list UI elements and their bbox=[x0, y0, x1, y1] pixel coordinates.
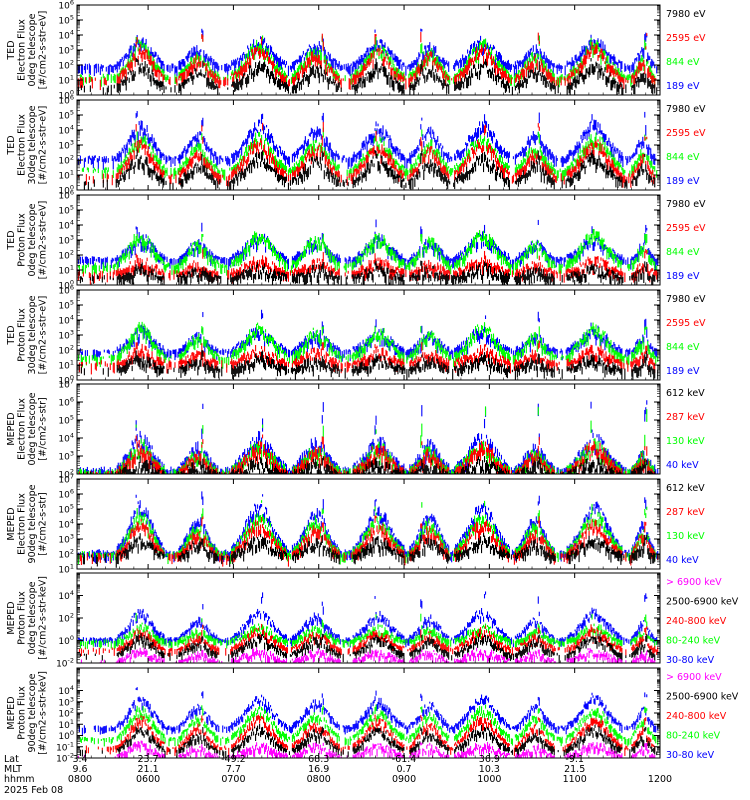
y-tick-label: 100 bbox=[58, 89, 74, 102]
legend-entry: 2595 eV bbox=[666, 128, 706, 139]
y-tick-label: 104 bbox=[58, 29, 74, 42]
y-tick-label: 102 bbox=[58, 154, 74, 167]
y-tick-label: 105 bbox=[58, 109, 74, 122]
y-tick-label: 101 bbox=[58, 169, 74, 182]
y-axis-label-line: TED bbox=[6, 40, 17, 60]
y-axis-label-line: [#/cm2-s-str-eV] bbox=[38, 106, 49, 185]
legend-entry: 2595 eV bbox=[666, 33, 706, 44]
y-tick-label: 102 bbox=[58, 59, 74, 72]
series-trace bbox=[77, 111, 657, 170]
series-trace bbox=[83, 149, 656, 190]
y-tick-label: 101 bbox=[58, 74, 74, 87]
y-tick-label: 106 bbox=[58, 94, 74, 107]
legend-entry: 844 eV bbox=[666, 57, 700, 68]
legend-entry: 7980 eV bbox=[666, 104, 706, 115]
y-axis-label-line: TED bbox=[6, 135, 17, 155]
y-axis-label: TEDElectron Flux0deg telescope[#/cm2-s-s… bbox=[6, 11, 49, 90]
y-tick-label: 104 bbox=[58, 124, 74, 137]
series-trace bbox=[77, 57, 658, 95]
y-axis-label: TEDElectron Flux30deg telescope[#/cm2-s-… bbox=[6, 105, 49, 184]
legend-entry: 189 eV bbox=[666, 81, 700, 92]
y-tick-label: 103 bbox=[58, 139, 74, 152]
panel-1: 100 101 102 103 104 105 106 TEDElectron Flux0de… bbox=[6, 0, 706, 102]
y-tick-label: 100 bbox=[58, 184, 74, 197]
y-axis-label-line: Electron Flux bbox=[17, 114, 28, 176]
legend-entry: 189 eV bbox=[666, 176, 700, 187]
series-trace bbox=[77, 121, 656, 188]
series-trace bbox=[77, 32, 657, 91]
panel-2: 100 101 102 103 104 105 106 TEDElectron Flux30d… bbox=[6, 94, 706, 197]
y-tick-label: 105 bbox=[58, 14, 74, 27]
y-axis-label-line: [#/cm2-s-str-eV] bbox=[38, 11, 49, 90]
legend-entry: 844 eV bbox=[666, 152, 700, 163]
y-axis-label-line: 30deg telescope bbox=[27, 105, 38, 184]
y-axis-label-line: 0deg telescope bbox=[27, 13, 38, 86]
y-tick-label: 106 bbox=[58, 0, 74, 12]
legend-entry: 7980 eV bbox=[666, 9, 706, 20]
y-axis-label-line: Electron Flux bbox=[17, 19, 28, 81]
y-tick-label: 103 bbox=[58, 44, 74, 57]
